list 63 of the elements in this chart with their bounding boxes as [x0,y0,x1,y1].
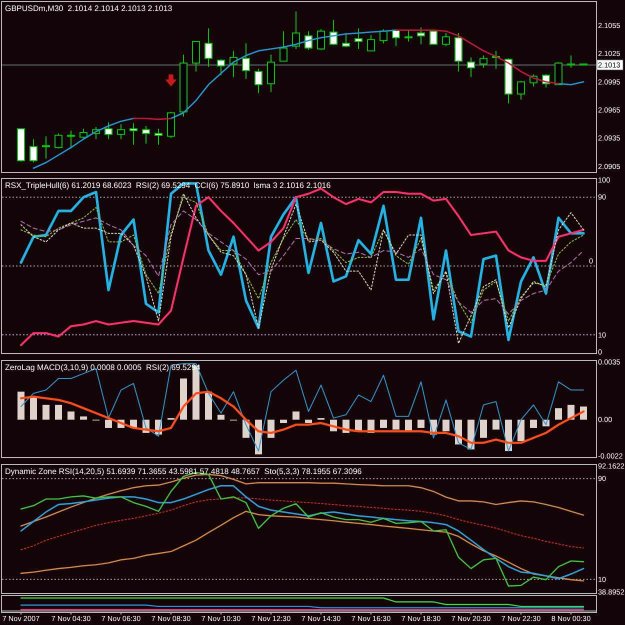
candlestick [567,55,575,68]
candlestick [54,132,62,149]
candlestick [242,42,250,80]
bar [218,414,224,420]
line-series [20,210,584,315]
bar [380,420,387,428]
candlestick [367,34,375,52]
bar [30,396,37,420]
candlestick [217,58,225,76]
candlestick [554,62,562,86]
candlestick [104,122,112,140]
candlestick [404,30,412,42]
candlestick [154,128,162,146]
bar [530,420,537,428]
candlestick [454,32,462,72]
candlestick [30,138,38,164]
bar [292,411,300,420]
candlestick [430,30,438,45]
candlestick [204,28,212,68]
candlestick [130,122,138,146]
bar [68,411,74,420]
candlestick [267,54,275,93]
bar [18,392,24,420]
candlestick [67,130,75,149]
line-series [20,390,585,444]
bar [480,420,487,438]
bar [280,420,287,424]
bar [55,404,62,420]
candlestick [480,55,488,68]
line-series [20,497,584,550]
candlestick [467,56,475,78]
bar [80,416,87,420]
candlestick [80,128,88,139]
candlestick [354,28,362,50]
bar [42,404,50,420]
bar [305,420,312,424]
candlestick [292,10,300,50]
candlestick [254,68,262,94]
bar [442,420,450,432]
bar [205,392,212,420]
line-series [20,485,584,580]
bar [105,420,112,428]
bar [418,420,424,428]
candlestick [280,30,288,62]
candlestick [517,80,525,100]
bar [555,408,562,420]
candlestick [442,32,450,47]
candlestick [167,111,175,139]
candlestick [417,26,425,45]
bar [518,420,524,442]
candlestick [342,32,350,48]
bar [492,420,500,430]
candlestick [192,40,200,72]
line-series [20,196,584,324]
candlestick [142,125,150,144]
line-series [20,510,584,582]
candlestick [117,124,125,140]
candlestick [42,136,50,160]
candlestick [317,28,325,50]
bar [392,420,400,430]
bar [180,378,187,420]
chart-title: GBPUSDm,M30 2.1014 2.1014 2.1013 2.1013 [5,4,173,13]
chart-title: Dynamic Zone RSI(14,20,5) 51.6939 71.3655 43.5981 57.4818 48.7657 Sto(5,3,3) 78.1955 67.3096 [5,467,362,476]
